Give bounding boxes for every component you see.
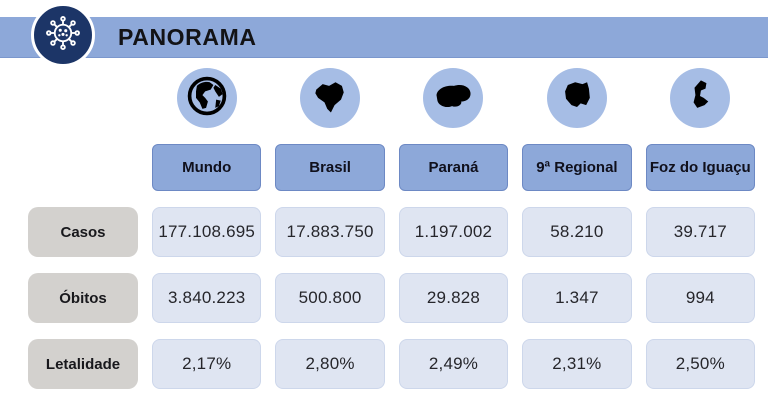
column-header-parana: Paraná: [398, 144, 509, 191]
regional-9-map-icon: [555, 74, 599, 123]
column-icon-parana: [399, 68, 508, 128]
brazil-map-icon: [308, 74, 352, 123]
row-label-casos: Casos: [28, 207, 138, 257]
value-cell-casos-regional: 58.210: [522, 207, 632, 257]
value-cell-casos-mundo: 177.108.695: [152, 207, 262, 257]
column-icon-mundo: [152, 68, 261, 128]
column-icon-foz: [646, 68, 755, 128]
column-header-regional: 9ª Regional: [522, 144, 632, 191]
spacer-cell: [28, 144, 138, 191]
panorama-table: Mundo Brasil Paraná 9ª Regional Foz do I…: [28, 68, 755, 389]
value-cell-obitos-foz: 994: [645, 273, 755, 323]
spacer-cell: [28, 68, 138, 128]
header: PANORAMA: [0, 0, 768, 67]
value-cell-obitos-brasil: 500.800: [275, 273, 385, 323]
value-cell-obitos-regional: 1.347: [522, 273, 632, 323]
column-header-mundo: Mundo: [152, 144, 262, 191]
value-cell-casos-foz: 39.717: [645, 207, 755, 257]
value-cell-letalidade-brasil: 2,80%: [275, 339, 385, 389]
virus-badge: [31, 3, 95, 67]
value-cell-casos-parana: 1.197.002: [398, 207, 509, 257]
value-cell-obitos-mundo: 3.840.223: [152, 273, 262, 323]
value-cell-casos-brasil: 17.883.750: [275, 207, 385, 257]
column-icon-regional: [522, 68, 631, 128]
column-header-foz: Foz do Iguaçu: [645, 144, 755, 191]
page-title: PANORAMA: [118, 23, 257, 50]
value-cell-obitos-parana: 29.828: [398, 273, 509, 323]
column-header-brasil: Brasil: [275, 144, 385, 191]
value-cell-letalidade-regional: 2,31%: [522, 339, 632, 389]
value-cell-letalidade-foz: 2,50%: [645, 339, 755, 389]
foz-do-iguacu-map-icon: [678, 74, 722, 123]
column-icon-brasil: [275, 68, 384, 128]
virus-icon: [41, 11, 85, 60]
globe-icon: [185, 74, 229, 123]
row-label-letalidade: Letalidade: [28, 339, 138, 389]
header-banner: PANORAMA: [0, 17, 768, 58]
row-label-obitos: Óbitos: [28, 273, 138, 323]
value-cell-letalidade-mundo: 2,17%: [152, 339, 262, 389]
parana-map-icon: [431, 74, 475, 123]
value-cell-letalidade-parana: 2,49%: [398, 339, 509, 389]
